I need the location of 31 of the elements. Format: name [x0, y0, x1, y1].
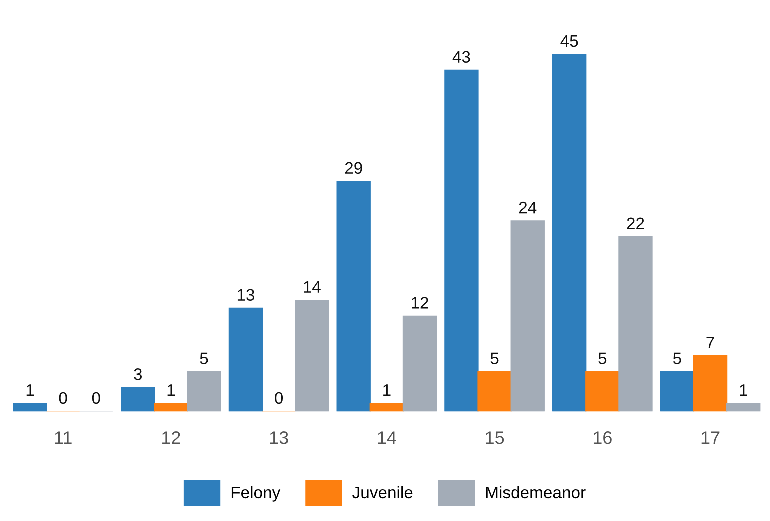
data-label: 29: [345, 162, 362, 174]
data-label: 5: [200, 352, 208, 364]
data-label: 13: [238, 289, 255, 301]
data-label: 14: [304, 281, 321, 293]
x-tick-label: 16: [594, 432, 612, 444]
x-tick-label: 11: [55, 432, 72, 444]
data-label: 5: [598, 352, 607, 364]
x-tick-label: 14: [378, 432, 396, 444]
data-label: 1: [384, 384, 391, 396]
data-label: 0: [92, 392, 100, 404]
data-label: 12: [412, 297, 428, 309]
data-label: 1: [168, 384, 176, 396]
data-label: 24: [519, 202, 537, 214]
x-tick-label: 15: [486, 432, 504, 444]
data-label: 7: [706, 336, 714, 348]
data-label: 1: [26, 384, 34, 396]
x-tick-label: 13: [270, 432, 288, 444]
legend-label: Juvenile: [352, 486, 413, 499]
legend-label: Misdemeanor: [486, 486, 586, 499]
data-label: 5: [673, 352, 682, 364]
data-label: 45: [560, 36, 578, 48]
x-tick-label: 12: [162, 432, 180, 444]
data-label: 3: [134, 368, 142, 380]
data-label: 43: [452, 51, 470, 64]
data-label: 0: [275, 392, 284, 404]
data-label: 0: [59, 392, 68, 404]
x-tick-label: 17: [702, 432, 720, 444]
data-label: 1: [740, 384, 748, 396]
legend-label: Felony: [232, 486, 281, 502]
data-label: 22: [627, 218, 644, 230]
data-label: 5: [490, 352, 499, 364]
